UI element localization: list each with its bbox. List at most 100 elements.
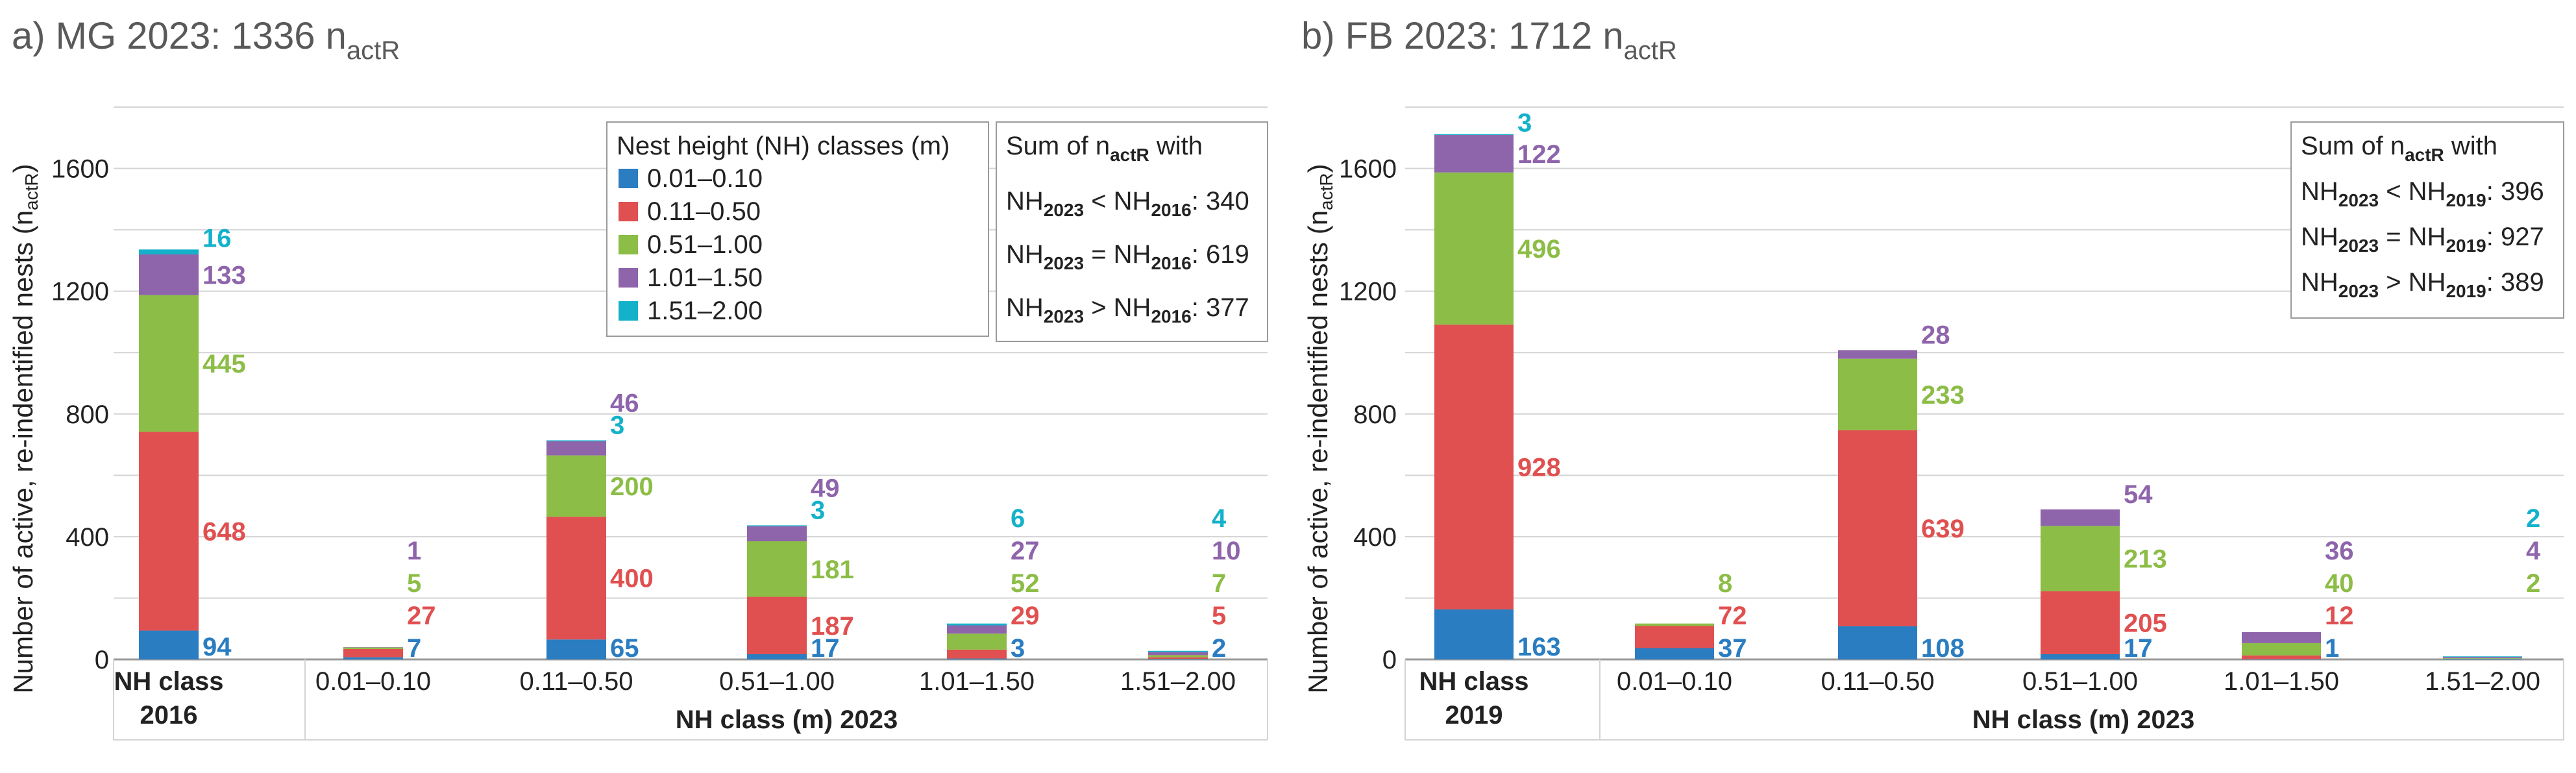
bar-segment <box>1434 325 1514 609</box>
stacked-bar: 65 400 200 463 <box>546 389 654 663</box>
legend-swatch <box>619 169 638 188</box>
data-label: 12 <box>2325 602 2354 630</box>
summary-line: NH2023 = NH2019: 927 <box>2301 223 2544 256</box>
legend-swatch <box>619 301 638 321</box>
y-tick-label: 1200 <box>51 278 109 306</box>
legend-item-label: 0.11–0.50 <box>647 197 761 226</box>
summary-operator: < NH <box>1084 187 1151 215</box>
bar-segment <box>2443 657 2522 659</box>
x-tick-label: 1.01–1.50 <box>919 667 1035 696</box>
data-label: 1 <box>2325 634 2339 663</box>
summary-nh: NH <box>2301 223 2338 251</box>
data-label: 163 <box>1517 633 1561 661</box>
summary-value: : 619 <box>1192 240 1249 269</box>
data-label: 27 <box>407 602 436 630</box>
y-axis-label-end: ) <box>8 164 38 173</box>
y-axis-label-text: Number of active, re-indentified nests (… <box>1303 210 1333 694</box>
bar-segment <box>747 596 807 654</box>
data-label: 108 <box>1921 634 1965 663</box>
data-label: 648 <box>202 517 246 546</box>
bar-segment <box>747 541 807 597</box>
x-tick-label: 1.51–2.00 <box>2425 667 2540 696</box>
summary-header-subscript: actR <box>1110 145 1149 165</box>
y-tick-label: 0 <box>1382 646 1397 674</box>
base-bar: 94 648 445 133 16 <box>139 224 246 661</box>
data-label: 205 <box>2124 609 2167 638</box>
data-label: 17 <box>811 634 840 663</box>
data-label: 4 <box>2526 537 2541 565</box>
x-tick-label: 1.01–1.50 <box>2224 667 2339 696</box>
data-label: 122 <box>1517 140 1561 169</box>
bar-segment <box>2443 658 2522 659</box>
panel-title-label: a) MG 2023: 1336 <box>12 15 326 57</box>
data-label: 8 <box>1718 569 1732 598</box>
data-label: 27 <box>1011 537 1040 565</box>
x-tick-label: 0.51–1.00 <box>719 667 835 696</box>
summary-border <box>996 121 1268 342</box>
summary-year-sub: 2016 <box>1151 306 1191 326</box>
data-label: 5 <box>407 569 421 598</box>
summary-year-sub: 2023 <box>1044 306 1084 326</box>
bar-segment <box>1148 657 1208 659</box>
stacked-bar: 37 72 8 <box>1635 569 1747 663</box>
bar-segment <box>947 649 1007 659</box>
summary-value: : 396 <box>2486 177 2544 206</box>
bar-segment <box>1635 623 1714 626</box>
data-label: 1 <box>407 537 421 565</box>
bar-segment <box>2242 659 2321 660</box>
data-label: 2 <box>1212 634 1226 663</box>
stacked-bar: 1 12 40 36 <box>2242 537 2354 663</box>
bar-segment <box>546 517 606 640</box>
bar-segment <box>1838 626 1917 659</box>
bar-segment <box>1635 648 1714 659</box>
data-label: 6 <box>1011 504 1025 533</box>
data-label: 72 <box>1718 602 1747 630</box>
y-axis-label: Number of active, re-indentified nests (… <box>1303 164 1336 693</box>
base-class-label: NH class <box>1419 667 1529 696</box>
legend-swatch <box>619 235 638 254</box>
summary-line: NH2023 > NH2019: 389 <box>2301 268 2544 301</box>
y-tick-label: 1200 <box>1339 278 1397 306</box>
summary-year-sub: 2019 <box>2446 281 2486 301</box>
legend: Nest height (NH) classes (m) 0.01–0.10 0.1… <box>606 121 989 337</box>
x-tick-label: 0.11–0.50 <box>1821 667 1935 696</box>
data-label: 4 <box>1212 504 1227 533</box>
summary-operator: < NH <box>2379 177 2446 206</box>
summary-line: NH2023 = NH2016: 619 <box>1006 240 1249 273</box>
bar-segment <box>2041 526 2120 592</box>
bar-segment <box>2242 643 2321 656</box>
summary-year-sub: 2016 <box>1151 200 1191 220</box>
y-tick-label: 800 <box>1353 400 1397 429</box>
summary-operator: = NH <box>2379 223 2446 251</box>
bar-segment <box>139 630 199 659</box>
summary-line: NH2023 < NH2016: 340 <box>1006 187 1249 220</box>
stacked-bar: 2 5 7 10 4 <box>1148 504 1241 663</box>
data-label: 54 <box>2124 480 2153 509</box>
bar-segment <box>2443 656 2522 657</box>
data-label: 400 <box>610 565 654 593</box>
data-label: 65 <box>610 634 639 663</box>
bar-segment <box>546 440 606 441</box>
bar-segment <box>1838 350 1917 359</box>
panel-title-n: n <box>1602 15 1623 57</box>
data-label: 3 <box>811 496 825 524</box>
bar-segment <box>1434 134 1514 136</box>
summary-operator: = NH <box>1084 240 1151 269</box>
bar-segment <box>947 623 1007 626</box>
bar-segment <box>139 249 199 254</box>
data-label: 2 <box>2526 569 2540 598</box>
data-label: 213 <box>2124 545 2167 574</box>
summary-operator: > NH <box>1084 293 1151 322</box>
summary-year-sub: 2023 <box>2338 236 2379 256</box>
data-label: 2 <box>2526 504 2540 533</box>
bar-segment <box>1434 172 1514 325</box>
bar-segment <box>139 254 199 295</box>
panel-title-label: b) FB 2023: 1712 <box>1301 15 1602 57</box>
data-label: 36 <box>2325 537 2354 565</box>
bar-segment <box>1838 358 1917 430</box>
summary-year-sub: 2019 <box>2446 190 2486 210</box>
x-tick-label: 0.11–0.50 <box>520 667 633 696</box>
bar-segment <box>2041 509 2120 526</box>
